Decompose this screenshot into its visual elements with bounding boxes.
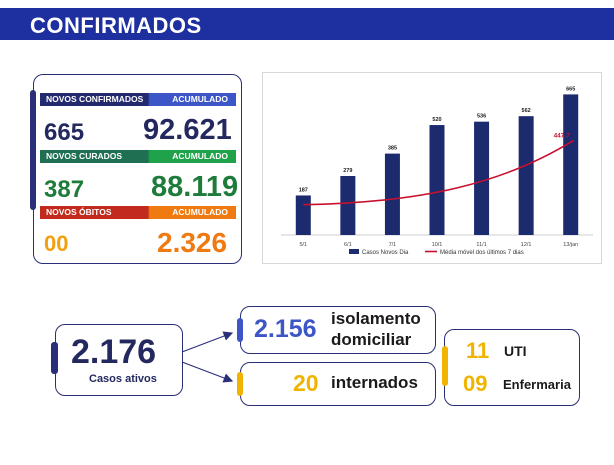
chart-legend-line-label: Média móvel dos últimos 7 dias [440, 250, 524, 256]
isolamento-accent-bar [237, 318, 243, 342]
chart-bar-value-label: 665 [566, 86, 575, 92]
chart-bar-value-label: 536 [477, 114, 486, 120]
casos-ativos-label: Casos ativos [89, 373, 157, 385]
curados-day-value: 387 [44, 176, 85, 203]
chart-bar-value-label: 520 [432, 117, 441, 123]
confirmados-label: NOVOS CONFIRMADOS [46, 94, 144, 104]
isolamento-label-line1: isolamento [331, 309, 421, 328]
stats-card-accent-bar [30, 90, 36, 210]
curados-acc-value: 88.119 [151, 171, 239, 203]
casos-ativos-accent-bar [51, 342, 58, 374]
confirmados-band: NOVOS CONFIRMADOS ACUMULADO [40, 93, 236, 106]
chart-bar-10/1 [429, 125, 445, 235]
internados-card [240, 362, 436, 406]
enfermaria-label: Enfermaria [503, 377, 571, 392]
cases-chart-card: 187 5/1 279 6/1 385 7/1 520 10/1 536 11/1 562 12/1 6… [262, 72, 602, 264]
internados-accent-bar [237, 372, 243, 396]
isolamento-label: isolamento domiciliar [331, 308, 421, 350]
obitos-label: NOVOS ÓBITOS [46, 207, 112, 217]
chart-line-value-label: 447,7 [554, 132, 571, 139]
uti-accent-bar [442, 346, 448, 386]
uti-label: UTI [504, 343, 527, 359]
uti-value: 11 [466, 338, 490, 363]
arrow-to-internados [181, 361, 234, 383]
curados-band: NOVOS CURADOS ACUMULADO [40, 150, 236, 163]
header-banner: CONFIRMADOS [0, 8, 614, 40]
chart-legend-bar-swatch [349, 249, 359, 254]
chart-x-tick-label: 10/1 [432, 242, 443, 248]
arrow-to-isolamento [181, 331, 234, 353]
internados-label: internados [331, 373, 418, 392]
cases-chart: 187 5/1 279 6/1 385 7/1 520 10/1 536 11/1 562 12/1 6… [281, 86, 593, 256]
chart-x-tick-label: 7/1 [389, 242, 397, 248]
obitos-acc-label: ACUMULADO [172, 207, 228, 217]
isolamento-label-line2: domiciliar [331, 330, 412, 349]
obitos-day-value: 00 [44, 231, 69, 256]
chart-legend-bar-label: Casos Novos Dia [362, 250, 409, 256]
chart-moving-average-line [303, 139, 575, 206]
chart-x-tick-label: 13/jan [563, 242, 578, 248]
chart-x-tick-label: 12/1 [521, 242, 532, 248]
casos-ativos-value: 2.176 [71, 333, 157, 371]
chart-bar-value-label: 279 [343, 168, 352, 174]
isolamento-value: 2.156 [254, 315, 317, 343]
confirmados-acc-value: 92.621 [143, 114, 232, 146]
uti-enfermaria-card [444, 329, 580, 406]
isolamento-card [240, 306, 436, 354]
chart-bar-6/1 [340, 176, 356, 235]
chart-bar-11/1 [474, 121, 490, 235]
chart-bar-12/1 [518, 116, 534, 235]
chart-bar-value-label: 562 [522, 108, 531, 114]
obitos-acc-value: 2.326 [157, 227, 228, 258]
internados-value: 20 [293, 370, 319, 396]
confirmados-day-value: 665 [44, 119, 85, 146]
chart-bar-7/1 [384, 153, 400, 235]
chart-x-tick-label: 5/1 [299, 242, 307, 248]
chart-bar-value-label: 187 [299, 187, 308, 193]
chart-x-tick-label: 6/1 [344, 242, 352, 248]
enfermaria-value: 09 [463, 371, 488, 396]
chart-bar-value-label: 385 [388, 146, 397, 152]
obitos-band: NOVOS ÓBITOS ACUMULADO [40, 206, 236, 219]
curados-label: NOVOS CURADOS [46, 151, 123, 161]
curados-acc-label: ACUMULADO [172, 151, 228, 161]
casos-ativos-card [55, 324, 183, 396]
page-title: CONFIRMADOS [30, 13, 202, 38]
chart-x-tick-label: 11/1 [476, 242, 486, 248]
confirmados-acc-label: ACUMULADO [172, 94, 228, 104]
chart-bar-13/jan [563, 94, 579, 236]
